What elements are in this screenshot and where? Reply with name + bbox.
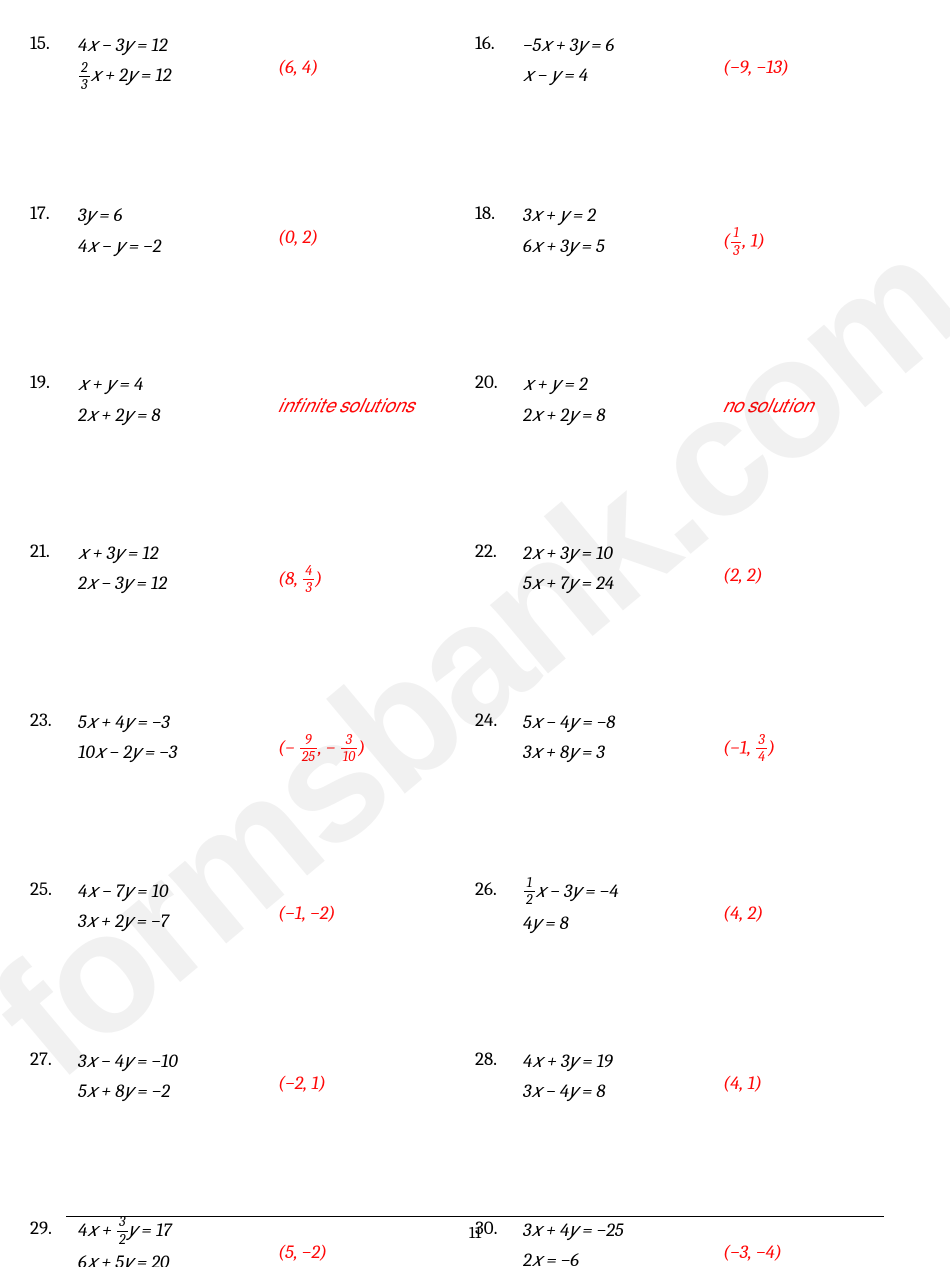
equation-2: 5𝑥 + 7𝑦 = 24: [523, 568, 723, 598]
answer: (4, 1): [723, 1046, 920, 1094]
equation-2: 2𝑥 + 2𝑦 = 8: [523, 400, 723, 430]
equations: 5𝑥 + 4𝑦 = −310𝑥 − 2𝑦 = −3: [78, 707, 278, 768]
problem: 16.−5𝑥 + 3𝑦 = 6𝑥 − 𝑦 = 4(−9, −13): [475, 30, 920, 92]
answer: (−2, 1): [278, 1046, 475, 1094]
problem: 24.5𝑥 − 4𝑦 = −83𝑥 + 8𝑦 = 3(−1, 34): [475, 707, 920, 768]
problem: 17.3𝑦 = 64𝑥 − 𝑦 = −2(0, 2): [30, 200, 475, 261]
equation-2: 4𝑦 = 8: [523, 908, 723, 938]
problem-number: 18.: [475, 200, 523, 224]
problem-number: 26.: [475, 876, 523, 900]
problem: 26.12𝑥 − 3𝑦 = −44𝑦 = 8(4, 2): [475, 876, 920, 938]
equation-1: −5𝑥 + 3𝑦 = 6: [523, 30, 723, 60]
equation-1: 3𝑥 + 𝑦 = 2: [523, 200, 723, 230]
equations: 4𝑥 − 3𝑦 = 1223𝑥 + 2𝑦 = 12: [78, 30, 278, 92]
equation-2: 3𝑥 + 2𝑦 = −7: [78, 906, 278, 936]
equations: 𝑥 + 𝑦 = 42𝑥 + 2𝑦 = 8: [78, 369, 278, 430]
equation-1: 3𝑥 − 4𝑦 = −10: [78, 1046, 278, 1076]
answer: (6, 4): [278, 30, 475, 78]
answer: (2, 2): [723, 538, 920, 586]
answer: (−1, 34): [723, 707, 920, 765]
problem: 15.4𝑥 − 3𝑦 = 1223𝑥 + 2𝑦 = 12(6, 4): [30, 30, 475, 92]
equation-1: 3𝑦 = 6: [78, 200, 278, 230]
equation-1: 2𝑥 + 3𝑦 = 10: [523, 538, 723, 568]
equation-2: 2𝑥 = −6: [523, 1245, 723, 1267]
worksheet-page: formsbank.com 15.4𝑥 − 3𝑦 = 1223𝑥 + 2𝑦 = …: [0, 0, 950, 1267]
equation-1: 5𝑥 + 4𝑦 = −3: [78, 707, 278, 737]
equations: 4𝑥 − 7𝑦 = 103𝑥 + 2𝑦 = −7: [78, 876, 278, 937]
equation-2: 23𝑥 + 2𝑦 = 12: [78, 60, 278, 92]
problem: 23.5𝑥 + 4𝑦 = −310𝑥 − 2𝑦 = −3(− 925, − 31…: [30, 707, 475, 768]
equations: 𝑥 + 𝑦 = 22𝑥 + 2𝑦 = 8: [523, 369, 723, 430]
equation-1: 𝑥 + 𝑦 = 2: [523, 369, 723, 399]
problem-number: 23.: [30, 707, 78, 731]
problem: 20.𝑥 + 𝑦 = 22𝑥 + 2𝑦 = 8𝑛𝑜 𝑠𝑜𝑙𝑢𝑡𝑖𝑜𝑛: [475, 369, 920, 430]
equations: 3𝑦 = 64𝑥 − 𝑦 = −2: [78, 200, 278, 261]
answer: (−9, −13): [723, 30, 920, 78]
equation-2: 10𝑥 − 2𝑦 = −3: [78, 737, 278, 767]
answer: (8, 43): [278, 538, 475, 596]
equations: −5𝑥 + 3𝑦 = 6𝑥 − 𝑦 = 4: [523, 30, 723, 91]
equation-1: 4𝑥 + 3𝑦 = 19: [523, 1046, 723, 1076]
equation-1: 4𝑥 − 7𝑦 = 10: [78, 876, 278, 906]
problems-grid: 15.4𝑥 − 3𝑦 = 1223𝑥 + 2𝑦 = 12(6, 4)16.−5𝑥…: [30, 30, 920, 1267]
problem-number: 25.: [30, 876, 78, 900]
problem: 28.4𝑥 + 3𝑦 = 193𝑥 − 4𝑦 = 8(4, 1): [475, 1046, 920, 1107]
equation-2: 6𝑥 + 5𝑦 = 20: [78, 1247, 278, 1267]
problem-number: 20.: [475, 369, 523, 393]
equation-1: 𝑥 + 𝑦 = 4: [78, 369, 278, 399]
problem: 22.2𝑥 + 3𝑦 = 105𝑥 + 7𝑦 = 24(2, 2): [475, 538, 920, 599]
problem: 21.𝑥 + 3𝑦 = 122𝑥 − 3𝑦 = 12(8, 43): [30, 538, 475, 599]
problem-number: 22.: [475, 538, 523, 562]
answer: (−1, −2): [278, 876, 475, 924]
problem-number: 16.: [475, 30, 523, 54]
equation-2: 3𝑥 − 4𝑦 = 8: [523, 1076, 723, 1106]
problem: 19.𝑥 + 𝑦 = 42𝑥 + 2𝑦 = 8𝑖𝑛𝑓𝑖𝑛𝑖𝑡𝑒 𝑠𝑜𝑙𝑢𝑡𝑖𝑜𝑛…: [30, 369, 475, 430]
equation-2: 𝑥 − 𝑦 = 4: [523, 60, 723, 90]
equations: 5𝑥 − 4𝑦 = −83𝑥 + 8𝑦 = 3: [523, 707, 723, 768]
problem-number: 24.: [475, 707, 523, 731]
answer: 𝑖𝑛𝑓𝑖𝑛𝑖𝑡𝑒 𝑠𝑜𝑙𝑢𝑡𝑖𝑜𝑛𝑠: [278, 369, 475, 417]
problem: 27.3𝑥 − 4𝑦 = −105𝑥 + 8𝑦 = −2(−2, 1): [30, 1046, 475, 1107]
equations: 2𝑥 + 3𝑦 = 105𝑥 + 7𝑦 = 24: [523, 538, 723, 599]
equations: 3𝑥 + 𝑦 = 26𝑥 + 3𝑦 = 5: [523, 200, 723, 261]
equation-1: 4𝑥 − 3𝑦 = 12: [78, 30, 278, 60]
answer: 𝑛𝑜 𝑠𝑜𝑙𝑢𝑡𝑖𝑜𝑛: [723, 369, 920, 417]
equation-1: 12𝑥 − 3𝑦 = −4: [523, 876, 723, 908]
problem-number: 28.: [475, 1046, 523, 1070]
equation-2: 5𝑥 + 8𝑦 = −2: [78, 1076, 278, 1106]
answer: (0, 2): [278, 200, 475, 248]
problem: 25.4𝑥 − 7𝑦 = 103𝑥 + 2𝑦 = −7(−1, −2): [30, 876, 475, 938]
equation-2: 6𝑥 + 3𝑦 = 5: [523, 231, 723, 261]
footer-rule: [66, 1216, 884, 1217]
equation-2: 4𝑥 − 𝑦 = −2: [78, 231, 278, 261]
equation-2: 2𝑥 − 3𝑦 = 12: [78, 568, 278, 598]
answer: (4, 2): [723, 876, 920, 924]
answer: (13, 1): [723, 200, 920, 258]
equations: 12𝑥 − 3𝑦 = −44𝑦 = 8: [523, 876, 723, 938]
problem-number: 19.: [30, 369, 78, 393]
page-number: 11: [0, 1224, 950, 1243]
problem-number: 17.: [30, 200, 78, 224]
problem-number: 21.: [30, 538, 78, 562]
equation-2: 2𝑥 + 2𝑦 = 8: [78, 400, 278, 430]
problem-number: 27.: [30, 1046, 78, 1070]
equations: 4𝑥 + 3𝑦 = 193𝑥 − 4𝑦 = 8: [523, 1046, 723, 1107]
problem-number: 15.: [30, 30, 78, 54]
answer: (− 925, − 310): [278, 707, 475, 765]
equation-1: 5𝑥 − 4𝑦 = −8: [523, 707, 723, 737]
equation-2: 3𝑥 + 8𝑦 = 3: [523, 737, 723, 767]
equations: 𝑥 + 3𝑦 = 122𝑥 − 3𝑦 = 12: [78, 538, 278, 599]
equations: 3𝑥 − 4𝑦 = −105𝑥 + 8𝑦 = −2: [78, 1046, 278, 1107]
problem: 18.3𝑥 + 𝑦 = 26𝑥 + 3𝑦 = 5(13, 1): [475, 200, 920, 261]
equation-1: 𝑥 + 3𝑦 = 12: [78, 538, 278, 568]
